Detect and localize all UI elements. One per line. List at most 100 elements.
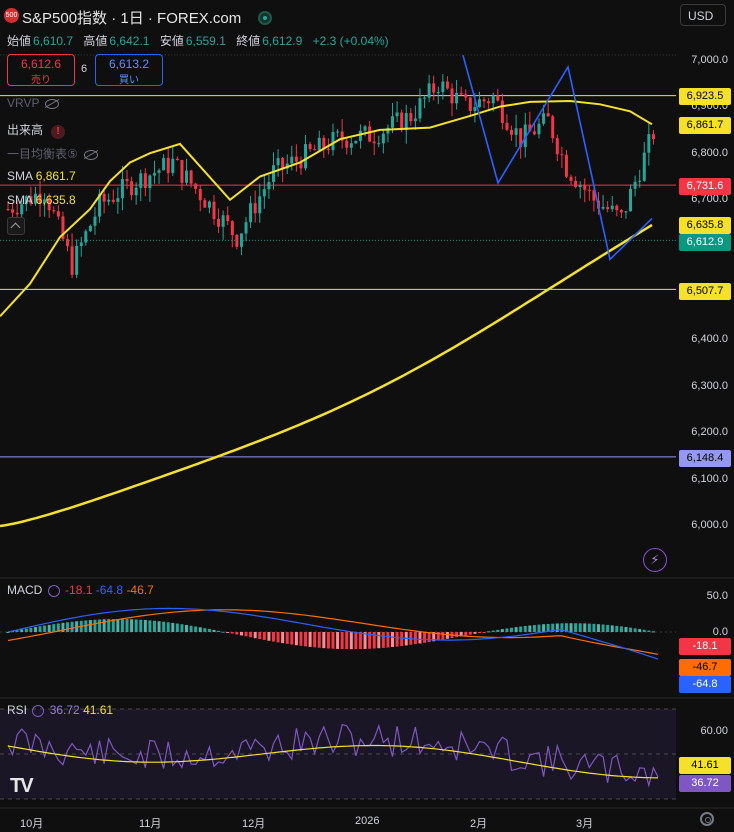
macd-histogram-bar xyxy=(368,632,372,649)
candle-body xyxy=(116,198,120,202)
candle-body xyxy=(239,233,243,247)
macd-line xyxy=(7,607,659,660)
candle-body xyxy=(400,112,404,131)
macd-histogram-bar xyxy=(528,625,532,632)
sma2-value: 6,635.8 xyxy=(35,193,76,207)
macd-histogram-bar xyxy=(313,632,317,648)
sma1-label: SMA xyxy=(7,169,33,183)
ichimoku-indicator[interactable]: 一目均衡表⑤ xyxy=(7,145,98,162)
vrvp-indicator[interactable]: VRVP xyxy=(7,96,60,110)
candle-body xyxy=(491,95,495,104)
candle-body xyxy=(601,206,605,209)
candle-body xyxy=(180,160,184,183)
macd-histogram-bar xyxy=(139,619,143,632)
macd-histogram-bar xyxy=(564,623,568,632)
macd-histogram-bar xyxy=(194,626,198,632)
macd-histogram-bar xyxy=(601,624,605,632)
candle-body xyxy=(70,246,74,275)
candle-body xyxy=(212,201,216,220)
macd-histogram-bar xyxy=(185,624,189,632)
currency-selector[interactable]: USD xyxy=(680,4,726,26)
macd-histogram-bar xyxy=(629,627,633,632)
macd-histogram-bar xyxy=(281,632,285,644)
candle-body xyxy=(203,200,207,208)
market-status-icon xyxy=(258,11,272,25)
symbol-logo: 500 xyxy=(4,8,19,23)
macd-histogram-bar xyxy=(322,632,326,649)
candle-body xyxy=(166,157,170,173)
warning-icon[interactable]: ! xyxy=(51,125,66,139)
candle-body xyxy=(377,143,381,145)
macd-histogram-bar xyxy=(386,632,390,648)
eye-hidden-icon[interactable] xyxy=(45,98,60,109)
macd-histogram-bar xyxy=(84,620,88,632)
candle-body xyxy=(198,189,202,201)
candle-body xyxy=(290,156,294,164)
macd-histogram-bar xyxy=(166,622,170,632)
macd-histogram-bar xyxy=(331,632,335,649)
macd-histogram-bar xyxy=(143,620,147,632)
macd-histogram-bar xyxy=(111,619,115,632)
rsi-settings-icon[interactable] xyxy=(32,704,45,717)
macd-histogram-bar xyxy=(43,625,47,632)
time-axis-label: 3月 xyxy=(576,818,594,830)
candle-body xyxy=(271,165,275,182)
macd-histogram-bar xyxy=(537,624,541,632)
macd-histogram-bar xyxy=(276,632,280,643)
macd-histogram-bar xyxy=(340,632,344,650)
macd-histogram-bar xyxy=(267,632,271,641)
candle-body xyxy=(56,211,60,217)
macd-histogram-bar xyxy=(510,627,514,632)
sma1-indicator[interactable]: SMA 6,861.7 xyxy=(7,169,76,183)
candle-body xyxy=(102,193,106,202)
candle-body xyxy=(574,180,578,188)
tradingview-logo[interactable]: TV xyxy=(10,775,34,797)
price-axis-label: 7,000.0 xyxy=(691,54,728,66)
macd-histogram-bar xyxy=(551,623,555,632)
symbol-title[interactable]: S&P500指数 · 1日 · FOREX.com xyxy=(22,10,242,27)
candle-body xyxy=(148,175,152,188)
macd-settings-icon[interactable] xyxy=(47,584,60,597)
candle-body xyxy=(52,210,56,212)
candle-body xyxy=(409,113,413,122)
macd-badge: -64.8 xyxy=(679,676,731,693)
volume-indicator[interactable]: 出来高! xyxy=(7,121,66,139)
macd-histogram-bar xyxy=(207,629,211,632)
sell-button[interactable]: 6,612.6 売り xyxy=(7,54,75,86)
macd-histogram-bar xyxy=(500,629,504,632)
macd-histogram-bar xyxy=(487,631,491,633)
candle-body xyxy=(308,144,312,150)
macd-histogram-bar xyxy=(6,632,10,633)
macd-histogram-bar xyxy=(395,632,399,647)
buy-button[interactable]: 6,613.2 買い xyxy=(95,54,163,86)
low-label: 安値 xyxy=(159,34,184,48)
candle-body xyxy=(258,196,262,214)
macd-histogram-bar xyxy=(372,632,376,649)
price-badge: 6,148.4 xyxy=(679,450,731,467)
candle-body xyxy=(84,231,88,243)
macd-legend[interactable]: MACD -18.1 -64.8 -46.7 xyxy=(7,583,154,597)
macd-histogram-bar xyxy=(15,630,19,632)
eye-hidden-icon[interactable] xyxy=(83,149,98,160)
sma2-indicator[interactable]: SMA 6,635.8 xyxy=(7,193,76,207)
candle-body xyxy=(171,158,175,173)
candle-body xyxy=(372,141,376,144)
lightning-icon[interactable]: ⚡ xyxy=(643,548,667,572)
macd-histogram-bar xyxy=(546,623,550,632)
price-axis-label: 6,400.0 xyxy=(691,333,728,345)
macd-histogram-bar xyxy=(523,625,527,632)
macd-histogram-bar xyxy=(253,632,257,639)
candle-body xyxy=(331,132,335,151)
candle-body xyxy=(29,196,33,204)
time-axis-label: 12月 xyxy=(242,818,266,830)
macd-histogram-bar xyxy=(455,632,459,638)
candle-body xyxy=(464,94,468,98)
close-value: 6,612.9 xyxy=(262,34,303,48)
collapse-legend-button[interactable] xyxy=(7,217,25,235)
gear-icon[interactable] xyxy=(700,812,714,826)
macd-histogram-bar xyxy=(400,632,404,646)
candle-body xyxy=(615,205,619,211)
open-label: 始値 xyxy=(7,34,32,48)
rsi-legend[interactable]: RSI 36.72 41.61 xyxy=(7,703,113,717)
